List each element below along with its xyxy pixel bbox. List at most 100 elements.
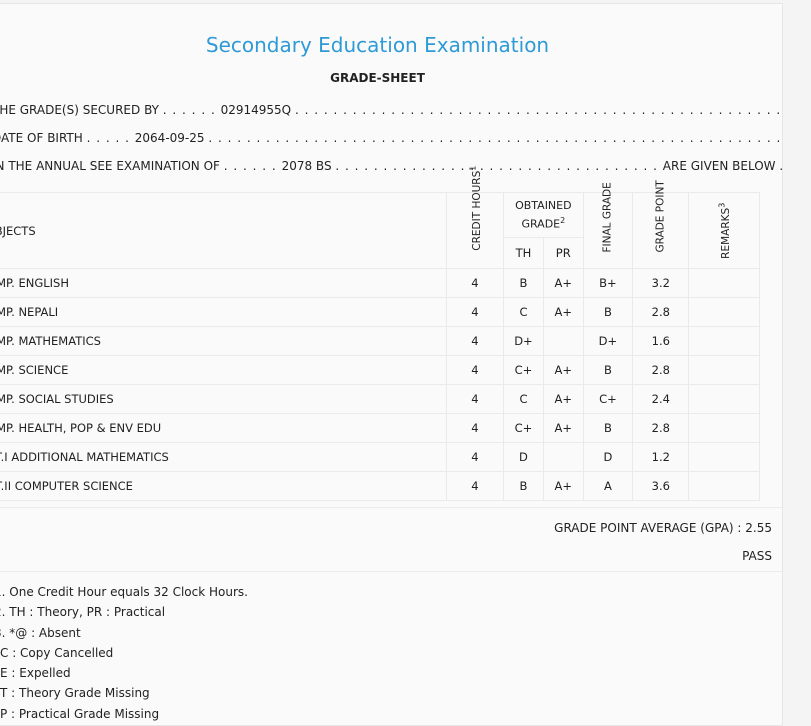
subjects-header: SUBJECTS [0,192,447,269]
grade-point-cell: 2.8 [632,413,690,443]
credit-cell: 4 [445,442,505,472]
remarks-cell [688,384,760,414]
info-exam: IN THE ANNUAL SEE EXAMINATION OF . . . .… [0,159,783,173]
remarks-cell [688,326,760,356]
pr-grade-cell: A+ [542,384,584,414]
info-dob: DATE OF BIRTH . . . . . 2064-09-25 . . .… [0,131,781,145]
pr-grade-cell [542,442,584,472]
pr-grade-cell: A+ [542,297,584,327]
subject-cell: COMP. SOCIAL STUDIES [0,384,447,414]
subject-cell: COMP. HEALTH, POP & ENV EDU [0,413,447,443]
grade-point-cell: 1.6 [632,326,690,356]
footnote-item: *C : Copy Cancelled [0,645,114,660]
secured-by-label: THE GRADE(S) SECURED BY [0,103,159,117]
footnote-item: *E : Expelled [0,666,71,681]
remarks-cell [688,471,760,501]
credit-cell: 4 [445,384,505,414]
pr-grade-cell: A+ [542,413,584,443]
final-grade-cell: D+ [582,326,634,356]
credit-hours-header: CREDIT HOURS1 [445,165,505,269]
given-below: ARE GIVEN BELOW . . . [662,159,783,173]
remarks-cell [688,355,760,385]
footnotes: 1. One Credit Hour equals 32 Clock Hours… [0,582,248,724]
subject-cell: OPT.II COMPUTER SCIENCE [0,471,447,501]
credit-cell: 4 [445,297,505,327]
divider [0,507,782,508]
grade-point-header: GRADE POINT [632,180,690,269]
th-grade-cell: D+ [503,326,544,356]
footnote-item: 1. One Credit Hour equals 32 Clock Hours… [0,585,248,599]
subject-cell: COMP. NEPALI [0,297,447,327]
remarks-cell [688,442,760,472]
subject-cell: COMP. MATHEMATICS [0,326,447,356]
divider [0,571,782,572]
grade-sheet: Secondary Education Examination GRADE-SH… [0,3,783,726]
th-grade-cell: C [503,297,544,327]
final-grade-header: FINAL GRADE [582,182,634,269]
final-grade-cell: B [582,413,634,443]
credit-cell: 4 [445,355,505,385]
exam-year: 2078 BS [281,159,332,173]
final-grade-cell: B [582,355,634,385]
gpa-value: 2.55 [745,521,772,535]
final-grade-cell: B+ [582,268,634,298]
remarks-cell [688,268,760,298]
grade-point-cell: 3.2 [632,268,690,298]
credit-cell: 4 [445,326,505,356]
pr-grade-cell [542,326,584,356]
grade-point-cell: 2.8 [632,297,690,327]
footnote-item: 3. *@ : Absent [0,625,81,640]
footnote-item: *T : Theory Grade Missing [0,686,150,701]
th-grade-cell: B [503,471,544,501]
dob-label: DATE OF BIRTH [0,131,83,145]
final-grade-cell: C+ [582,384,634,414]
remarks-cell [688,413,760,443]
exam-label: IN THE ANNUAL SEE EXAMINATION OF [0,159,220,173]
pr-grade-cell: A+ [542,471,584,501]
gpa-summary: GRADE POINT AVERAGE (GPA) : 2.55 [554,521,772,535]
th-grade-cell: C+ [503,355,544,385]
dob-value: 2064-09-25 [134,131,205,145]
th-header: TH [503,237,544,269]
remarks-cell [688,297,760,327]
symbol-number: 02914955Q [220,103,292,117]
final-grade-cell: B [582,297,634,327]
result-status: PASS [742,549,772,563]
final-grade-cell: A [582,471,634,501]
credit-cell: 4 [445,471,505,501]
subject-cell: OPT.I ADDITIONAL MATHEMATICS [0,442,447,472]
credit-cell: 4 [445,268,505,298]
grade-point-cell: 1.2 [632,442,690,472]
grades-table: SUBJECTS CREDIT HOURS1 OBTAINED GRADE2 F… [0,165,760,501]
grade-point-cell: 2.4 [632,384,690,414]
subject-cell: COMP. SCIENCE [0,355,447,385]
footnote-item: 2. TH : Theory, PR : Practical [0,605,166,620]
pr-grade-cell: A+ [542,268,584,298]
obtained-grade-header: OBTAINED GRADE2 [503,192,584,238]
remarks-header: REMARKS3 [688,192,760,269]
subject-cell: COMP. ENGLISH [0,268,447,298]
page-title: Secondary Education Examination [205,33,550,57]
info-secured-by: THE GRADE(S) SECURED BY . . . . . . 0291… [0,103,782,117]
th-grade-cell: C [503,384,544,414]
page-subtitle: GRADE-SHEET [330,71,425,85]
th-grade-cell: B [503,268,544,298]
gpa-label: GRADE POINT AVERAGE (GPA) : [554,521,742,535]
grade-point-cell: 2.8 [632,355,690,385]
pr-header: PR [542,237,584,269]
th-grade-cell: C+ [503,413,544,443]
pr-grade-cell: A+ [542,355,584,385]
final-grade-cell: D [582,442,634,472]
th-grade-cell: D [503,442,544,472]
grade-point-cell: 3.6 [632,471,690,501]
credit-cell: 4 [445,413,505,443]
footnote-item: *P : Practical Grade Missing [0,706,160,721]
